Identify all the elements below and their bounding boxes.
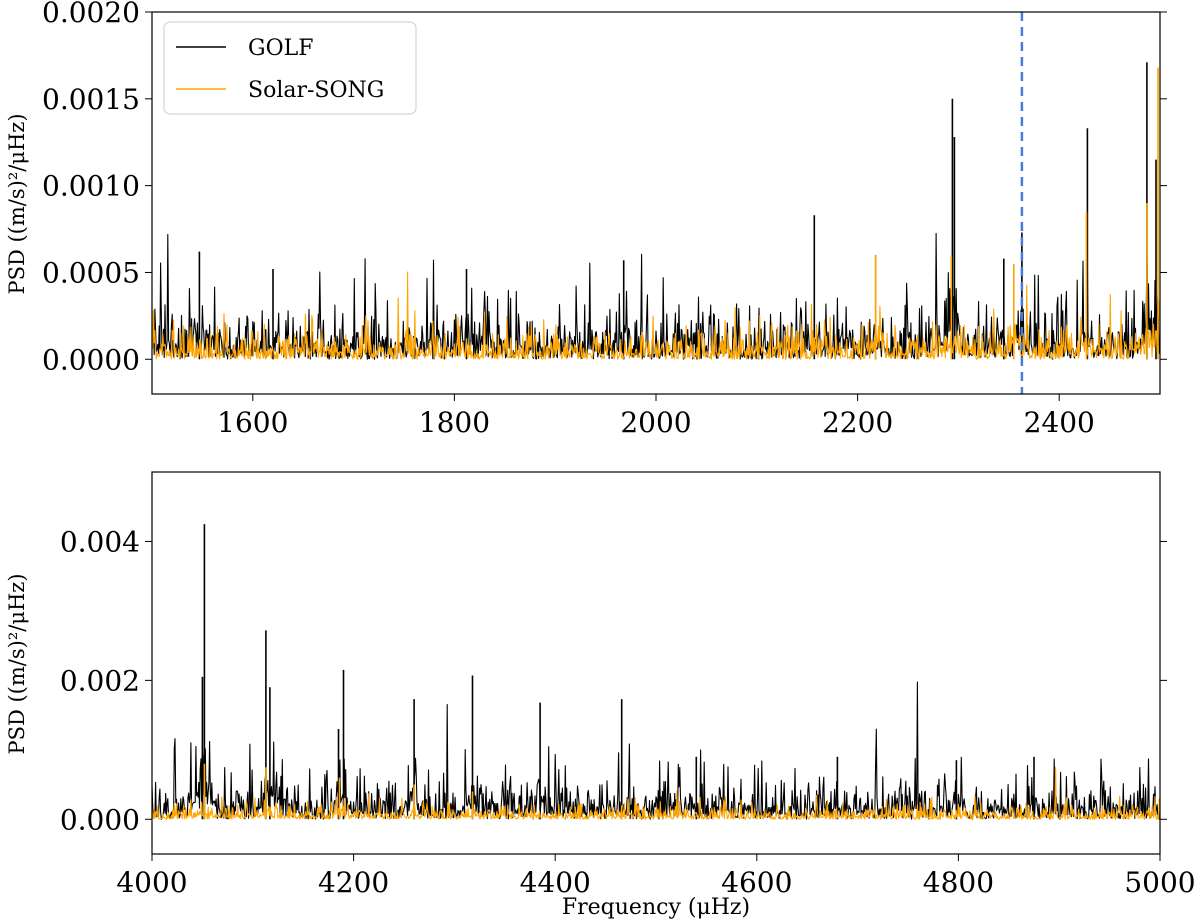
legend-solar-song-label: Solar-SONG [248, 78, 384, 103]
solar-song-series-line-panel-0 [151, 271, 1161, 360]
x-tick-label-4200: 4200 [318, 866, 389, 899]
bottom-panel: 4000 4200 4400 4600 4800 5000 0.000 0.002 0.004… [5, 471, 1196, 920]
bottom-panel-x-ticks: 4000 4200 4400 4600 4800 5000 [116, 854, 1196, 899]
y-tick-label-0.0015: 0.0015 [42, 83, 140, 116]
x-tick-label-4800: 4800 [923, 866, 994, 899]
x-tick-label-2400: 2400 [1024, 406, 1095, 439]
x-tick-label-4400: 4400 [520, 866, 591, 899]
golf-series-line-panel-0 [151, 232, 1161, 360]
legend: GOLF Solar-SONG [163, 21, 417, 115]
top-panel-y-axis-label: PSD ((m/s)²/μHz) [5, 113, 29, 294]
y-tick-label-0.0000: 0.0000 [42, 343, 140, 376]
y-tick-label-0.0005: 0.0005 [42, 256, 140, 289]
x-tick-label-4000: 4000 [116, 866, 187, 899]
legend-golf-label: GOLF [248, 36, 313, 61]
top-panel-x-ticks: 1600 1800 2000 2200 2400 [217, 394, 1095, 439]
top-panel: 1600 1800 2000 2200 2400 0.00000.00050.00100… [5, 0, 1167, 439]
x-tick-label-1800: 1800 [419, 406, 490, 439]
x-axis-label: Frequency (μHz) [562, 895, 750, 920]
y-tick-label-0.0020: 0.0020 [42, 0, 140, 29]
legend-box [163, 21, 417, 115]
y-tick-label-0.0010: 0.0010 [42, 170, 140, 203]
bottom-panel-y-ticks: 0.000 0.002 0.004 [60, 525, 1167, 836]
x-tick-label-4600: 4600 [721, 866, 792, 899]
top-panel-y-ticks: 0.0000 0.0005 0.0010 0.0015 0.0020 [42, 0, 1167, 376]
golf-series-line-panel-1 [151, 681, 1161, 820]
bottom-panel-series [151, 524, 1161, 820]
x-tick-label-5000: 5000 [1124, 866, 1195, 899]
x-tick-label-2000: 2000 [620, 406, 691, 439]
bottom-panel-y-axis-label: PSD ((m/s)²/μHz) [5, 573, 29, 754]
x-tick-label-1600: 1600 [217, 406, 288, 439]
bottom-panel-frame [151, 471, 1161, 855]
y-tick-label-0.002: 0.002 [60, 664, 140, 697]
y-tick-label-0.004: 0.004 [60, 525, 140, 558]
x-tick-label-2200: 2200 [822, 406, 893, 439]
solar-song-series-line-panel-1 [151, 766, 1161, 820]
top-panel-series [151, 62, 1161, 360]
y-tick-label-0.000: 0.000 [60, 803, 140, 836]
